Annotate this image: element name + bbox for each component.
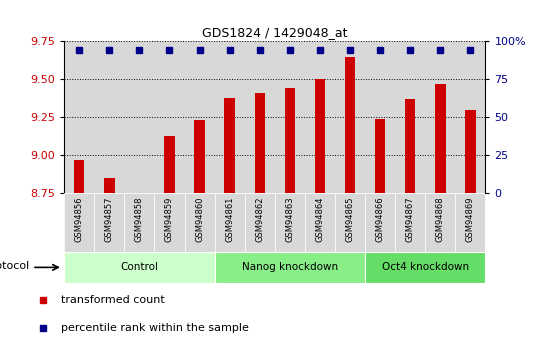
Text: transformed count: transformed count bbox=[61, 295, 164, 305]
Bar bbox=[395, 193, 425, 252]
Text: GSM94862: GSM94862 bbox=[255, 196, 264, 241]
Text: protocol: protocol bbox=[0, 261, 29, 271]
Bar bbox=[94, 193, 124, 252]
Text: Oct4 knockdown: Oct4 knockdown bbox=[382, 263, 469, 272]
Text: GSM94866: GSM94866 bbox=[376, 196, 384, 242]
Bar bbox=[285, 88, 295, 193]
Text: percentile rank within the sample: percentile rank within the sample bbox=[61, 323, 248, 333]
Text: GSM94864: GSM94864 bbox=[315, 196, 324, 241]
Bar bbox=[104, 178, 114, 193]
Text: GSM94859: GSM94859 bbox=[165, 196, 174, 241]
Bar bbox=[124, 193, 155, 252]
Text: GSM94863: GSM94863 bbox=[285, 196, 295, 242]
Text: Control: Control bbox=[121, 263, 158, 272]
Bar bbox=[64, 41, 94, 193]
Title: GDS1824 / 1429048_at: GDS1824 / 1429048_at bbox=[202, 26, 348, 39]
Bar bbox=[305, 193, 335, 252]
Bar bbox=[124, 41, 155, 193]
Text: Nanog knockdown: Nanog knockdown bbox=[242, 263, 338, 272]
Bar bbox=[194, 120, 205, 193]
Bar bbox=[335, 41, 365, 193]
Text: GSM94858: GSM94858 bbox=[135, 196, 144, 241]
Bar bbox=[215, 252, 365, 283]
Text: GSM94856: GSM94856 bbox=[75, 196, 84, 241]
Bar bbox=[425, 193, 455, 252]
Bar bbox=[185, 41, 215, 193]
Bar bbox=[224, 98, 235, 193]
Bar bbox=[215, 41, 245, 193]
Bar bbox=[365, 252, 485, 283]
Text: GSM94857: GSM94857 bbox=[105, 196, 114, 241]
Bar bbox=[395, 41, 425, 193]
Bar bbox=[405, 99, 416, 193]
Bar bbox=[275, 193, 305, 252]
Text: GSM94865: GSM94865 bbox=[345, 196, 354, 241]
Bar bbox=[94, 41, 124, 193]
Bar bbox=[365, 193, 395, 252]
Bar bbox=[425, 41, 455, 193]
Bar bbox=[64, 252, 215, 283]
Bar bbox=[164, 136, 175, 193]
Bar bbox=[365, 41, 395, 193]
Bar bbox=[254, 93, 265, 193]
Bar bbox=[215, 193, 245, 252]
Bar bbox=[155, 193, 185, 252]
Bar bbox=[64, 193, 94, 252]
Bar bbox=[335, 193, 365, 252]
Bar bbox=[155, 41, 185, 193]
Bar bbox=[245, 193, 275, 252]
Text: GSM94860: GSM94860 bbox=[195, 196, 204, 241]
Text: GSM94867: GSM94867 bbox=[406, 196, 415, 242]
Bar bbox=[435, 84, 446, 193]
Bar bbox=[305, 41, 335, 193]
Bar bbox=[455, 193, 485, 252]
Text: GSM94861: GSM94861 bbox=[225, 196, 234, 241]
Text: GSM94868: GSM94868 bbox=[436, 196, 445, 242]
Bar bbox=[245, 41, 275, 193]
Bar bbox=[315, 79, 325, 193]
Bar bbox=[345, 57, 355, 193]
Bar bbox=[275, 41, 305, 193]
Bar bbox=[375, 119, 386, 193]
Bar bbox=[455, 41, 485, 193]
Bar bbox=[185, 193, 215, 252]
Text: GSM94869: GSM94869 bbox=[466, 196, 475, 241]
Bar bbox=[74, 160, 84, 193]
Bar bbox=[465, 110, 475, 193]
